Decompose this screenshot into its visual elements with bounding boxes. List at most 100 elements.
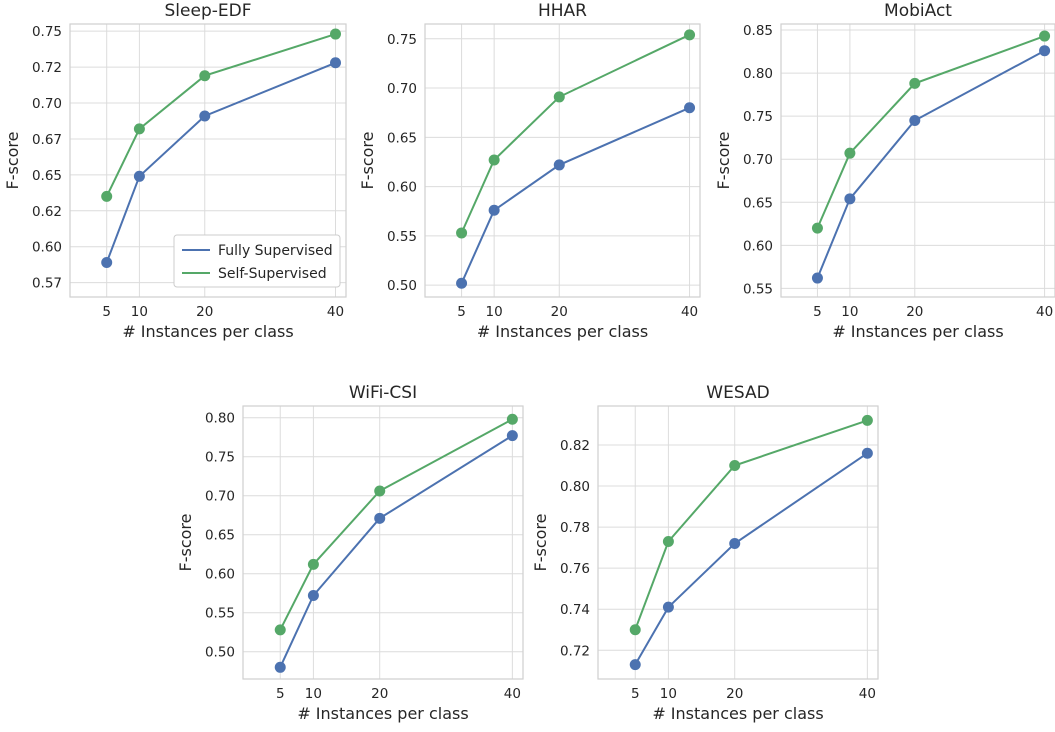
- data-point-fully-supervised: [662, 601, 674, 613]
- series-line-fully-supervised: [460, 106, 690, 284]
- x-tick-label: 20: [196, 304, 213, 320]
- data-point-fully-supervised: [729, 538, 741, 550]
- chart-panel-1: 0.57 0.60 0.62 0.65 0.67 0.70 0.72 0.75 5 10 20 40 S…: [3, 1, 347, 341]
- plot-frame: [780, 23, 1055, 298]
- data-point-fully-supervised: [909, 114, 921, 126]
- x-axis-label: # Instances per class: [477, 322, 648, 341]
- data-point-self-supervised: [553, 91, 565, 103]
- x-tick-label: 20: [906, 304, 923, 320]
- chart-panel-2: 0.50 0.55 0.60 0.65 0.70 0.75 5 10 20 40 HHAR # Ins…: [358, 1, 701, 341]
- x-tick-label: 5: [813, 304, 822, 320]
- series-line-fully-supervised: [279, 434, 513, 668]
- data-point-self-supervised: [101, 190, 113, 202]
- plot-frame: [242, 405, 524, 680]
- data-point-fully-supervised: [274, 661, 286, 673]
- x-axis-label: # Instances per class: [122, 322, 293, 341]
- y-tick-label: 0.60: [743, 238, 773, 254]
- x-tick-label: 5: [631, 686, 640, 702]
- series-line-self-supervised: [105, 33, 336, 197]
- y-tick-label: 0.75: [205, 450, 235, 466]
- data-point-self-supervised: [307, 558, 319, 570]
- data-point-self-supervised: [909, 77, 921, 89]
- y-axis-label: F-score: [358, 132, 377, 190]
- y-tick-label: 0.75: [387, 32, 417, 48]
- y-tick-label: 0.75: [32, 24, 62, 40]
- chart-panel-4: 0.50 0.55 0.60 0.65 0.70 0.75 0.80 5 10 20 40 WiFi-…: [176, 383, 524, 723]
- x-tick-label: 40: [327, 304, 344, 320]
- y-tick-label: 0.82: [560, 438, 590, 454]
- x-tick-label: 5: [457, 304, 466, 320]
- y-tick-label: 0.80: [743, 66, 773, 82]
- x-tick-label: 10: [486, 304, 503, 320]
- data-point-self-supervised: [844, 147, 856, 159]
- data-point-fully-supervised: [684, 102, 696, 114]
- x-tick-label: 20: [371, 686, 388, 702]
- data-point-fully-supervised: [330, 57, 342, 69]
- y-axis-label: F-score: [3, 132, 22, 190]
- data-point-self-supervised: [684, 29, 696, 41]
- y-axis-label: F-score: [531, 514, 550, 572]
- x-tick-label: 10: [305, 686, 322, 702]
- chart-title: WiFi-CSI: [349, 383, 417, 403]
- series-line-fully-supervised: [105, 61, 336, 263]
- data-point-fully-supervised: [1039, 45, 1051, 57]
- y-tick-label: 0.60: [387, 180, 417, 196]
- series-line-self-supervised: [634, 419, 868, 631]
- x-axis-label: # Instances per class: [297, 704, 468, 723]
- data-point-fully-supervised: [374, 512, 386, 524]
- series-line-self-supervised: [279, 418, 513, 631]
- chart-title: HHAR: [538, 1, 587, 21]
- x-axis-label: # Instances per class: [832, 322, 1003, 341]
- x-tick-label: 5: [276, 686, 285, 702]
- data-point-self-supervised: [662, 535, 674, 547]
- data-point-self-supervised: [199, 70, 211, 82]
- plot-frame: [424, 23, 701, 298]
- y-tick-label: 0.60: [205, 567, 235, 583]
- y-tick-label: 0.70: [743, 152, 773, 168]
- data-point-self-supervised: [133, 123, 145, 135]
- y-tick-label: 0.74: [560, 602, 590, 618]
- x-tick-label: 20: [551, 304, 568, 320]
- y-tick-label: 0.78: [560, 520, 590, 536]
- plot-frame: [597, 405, 879, 680]
- series-line-fully-supervised: [634, 452, 868, 666]
- x-axis-label: # Instances per class: [652, 704, 823, 723]
- y-tick-label: 0.65: [32, 168, 62, 184]
- x-tick-label: 10: [131, 304, 148, 320]
- y-tick-label: 0.70: [387, 81, 417, 97]
- data-point-fully-supervised: [307, 590, 319, 602]
- y-tick-label: 0.57: [32, 276, 62, 292]
- data-point-self-supervised: [811, 222, 823, 234]
- y-tick-label: 0.62: [32, 204, 62, 220]
- chart-title: Sleep-EDF: [165, 1, 252, 21]
- y-tick-label: 0.65: [387, 130, 417, 146]
- y-tick-label: 0.80: [560, 479, 590, 495]
- y-tick-label: 0.70: [32, 96, 62, 112]
- y-tick-label: 0.85: [743, 23, 773, 39]
- y-axis-label: F-score: [714, 132, 733, 190]
- data-point-fully-supervised: [133, 170, 145, 182]
- data-point-fully-supervised: [811, 272, 823, 284]
- series-line-self-supervised: [816, 35, 1045, 229]
- data-point-fully-supervised: [506, 430, 518, 442]
- data-point-self-supervised: [506, 413, 518, 425]
- y-tick-label: 0.65: [205, 528, 235, 544]
- data-point-self-supervised: [374, 485, 386, 497]
- legend-label: Fully Supervised: [218, 243, 333, 259]
- x-tick-label: 10: [841, 304, 858, 320]
- y-tick-label: 0.72: [32, 60, 62, 76]
- y-tick-label: 0.72: [560, 643, 590, 659]
- x-tick-label: 40: [681, 304, 698, 320]
- chart-title: WESAD: [706, 383, 769, 403]
- data-point-self-supervised: [330, 28, 342, 40]
- x-tick-label: 40: [504, 686, 521, 702]
- data-point-fully-supervised: [553, 159, 565, 171]
- y-tick-label: 0.60: [32, 240, 62, 256]
- x-tick-label: 20: [726, 686, 743, 702]
- x-tick-label: 5: [102, 304, 111, 320]
- chart-panel-5: 0.72 0.74 0.76 0.78 0.80 0.82 5 10 20 40 WESAD # In…: [531, 383, 879, 723]
- data-point-fully-supervised: [488, 204, 500, 216]
- data-point-fully-supervised: [629, 659, 641, 671]
- data-point-self-supervised: [488, 154, 500, 166]
